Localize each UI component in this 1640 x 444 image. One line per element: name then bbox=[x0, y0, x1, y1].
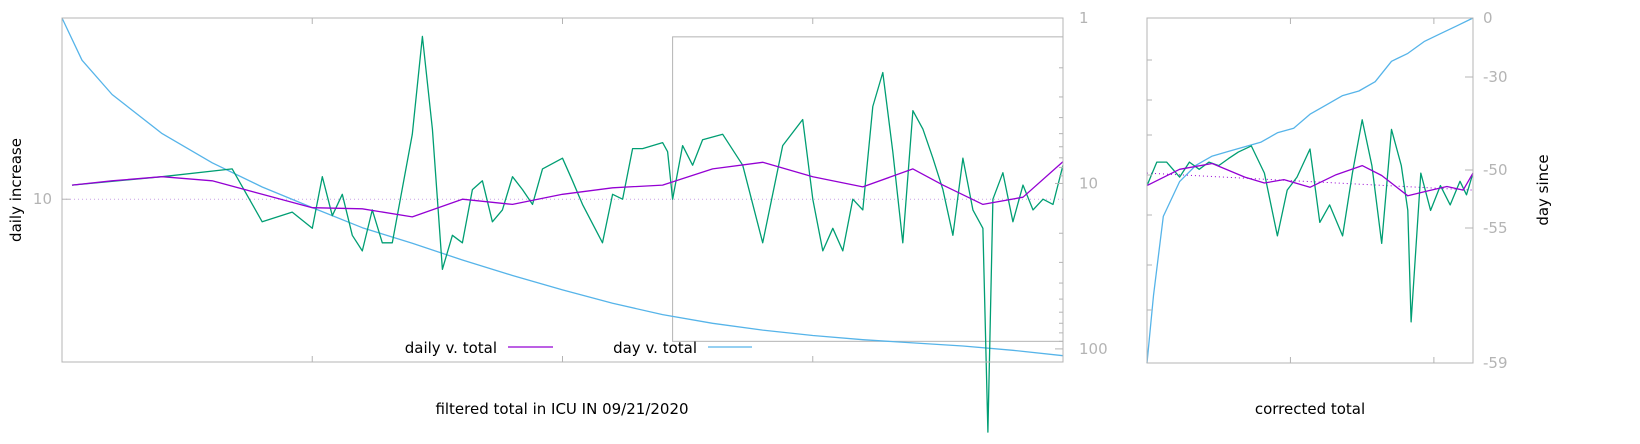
legend: daily v. total day v. total bbox=[405, 339, 752, 357]
side-y2-tick-label: 0 bbox=[1483, 9, 1493, 27]
side-plot-series bbox=[1146, 17, 1474, 364]
series-line-filtered bbox=[71, 35, 1064, 433]
side-y2-tick-label: -50 bbox=[1483, 161, 1508, 179]
legend-label-daily: daily v. total bbox=[405, 339, 497, 357]
side-y2-tick-label: -59 bbox=[1483, 354, 1508, 372]
main-plot: 10 1 10 100 filtered total in ICU IN 09/21/… bbox=[7, 9, 1108, 433]
side-y2-tick-label: -55 bbox=[1483, 219, 1508, 237]
side-x-axis-label: corrected total bbox=[1255, 400, 1365, 418]
y2-tick-label: 100 bbox=[1079, 340, 1108, 358]
side-series-line-reference bbox=[1146, 172, 1474, 191]
legend-label-day: day v. total bbox=[613, 339, 697, 357]
series-line-day bbox=[61, 17, 1064, 357]
x-axis-label: filtered total in ICU IN 09/21/2020 bbox=[435, 400, 688, 418]
y2-tick-label: 1 bbox=[1079, 9, 1089, 27]
y2-tick-label: 10 bbox=[1079, 174, 1098, 192]
y-tick-label: 10 bbox=[33, 190, 52, 208]
y-axis-label: daily increase bbox=[7, 138, 25, 242]
side-series-line-filtered bbox=[1146, 119, 1474, 323]
main-plot-frame bbox=[61, 17, 1064, 363]
side-plot-frame bbox=[1146, 17, 1474, 364]
side-y2-tick-label: -30 bbox=[1483, 68, 1508, 86]
side-series-line-daily bbox=[1146, 162, 1474, 197]
inset-box bbox=[672, 36, 1064, 342]
side-series-line-day bbox=[1146, 17, 1474, 364]
side-y2-axis-label: day since bbox=[1534, 154, 1552, 225]
series-line-daily bbox=[71, 161, 1064, 218]
main-plot-series bbox=[61, 17, 1064, 433]
side-plot-ticks: 0 -30 -50 -55 -59 bbox=[1147, 9, 1508, 372]
side-plot: 0 -30 -50 -55 -59 corrected total day since bbox=[1146, 9, 1552, 418]
main-plot-ticks: 10 1 10 100 bbox=[33, 9, 1108, 362]
